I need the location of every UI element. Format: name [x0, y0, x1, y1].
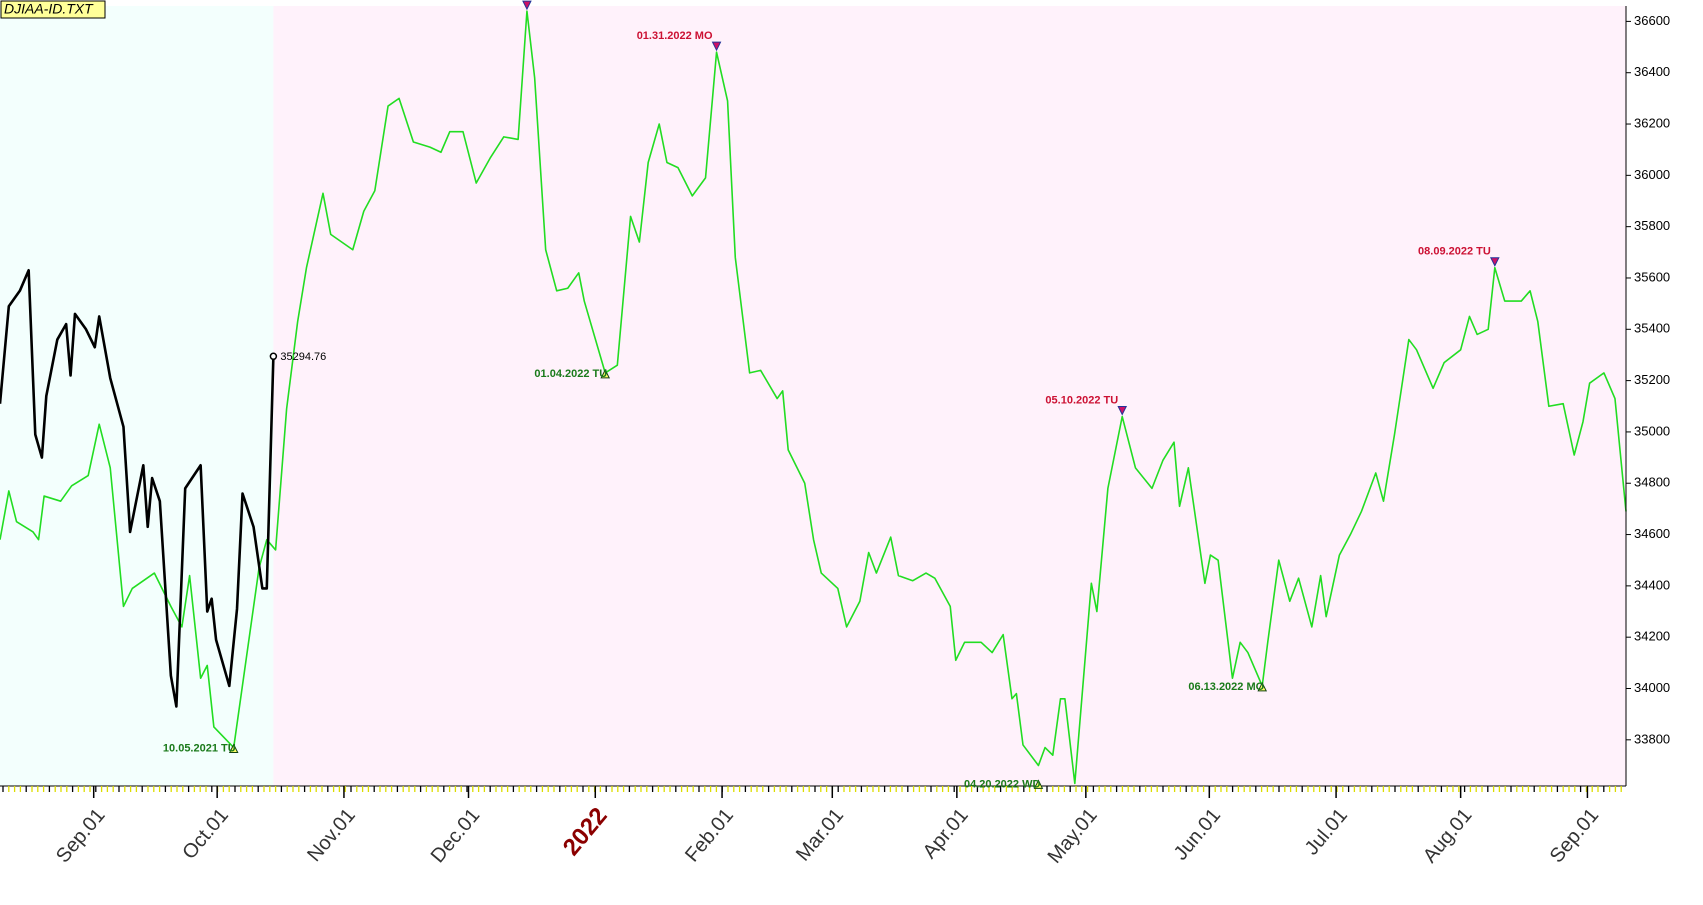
low-label: 10.05.2021 TU [163, 742, 236, 754]
background-forecast [273, 6, 1627, 786]
chart-title: DJIAA-ID.TXT [4, 1, 94, 17]
low-marker [1033, 779, 1044, 789]
y-tick-label: 33800 [1634, 731, 1670, 746]
y-tick-label: 34400 [1634, 577, 1670, 592]
end-point [269, 352, 278, 361]
title-box [0, 0, 106, 19]
high-marker [711, 41, 722, 52]
y-tick-label: 34600 [1634, 526, 1670, 541]
x-tick-label: Jun.01 [1170, 804, 1225, 864]
y-tick-label: 35200 [1634, 372, 1670, 387]
y-tick-label: 35800 [1634, 218, 1670, 233]
end-label: 35294.76 [280, 351, 326, 363]
y-tick-label: 34000 [1634, 680, 1670, 695]
y-tick-label: 35000 [1634, 423, 1670, 438]
y-tick-label: 35400 [1634, 321, 1670, 336]
x-tick-label: Sep.01 [1546, 804, 1604, 867]
background-history [0, 6, 274, 786]
x-tick-label: 2022 [558, 803, 613, 861]
high-marker [522, 0, 532, 11]
x-tick-label: Dec.01 [427, 804, 485, 867]
x-tick-label: Apr.01 [919, 804, 973, 862]
high-marker [1117, 406, 1128, 416]
y-tick-label: 35600 [1634, 269, 1670, 284]
line [0, 268, 275, 708]
x-tick-label: Sep.01 [52, 804, 110, 867]
x-tick-label: Feb.01 [681, 804, 738, 866]
low-marker [600, 368, 611, 379]
x-tick-label: Aug.01 [1419, 804, 1477, 867]
plot [0, 10, 1627, 785]
y-tick-label: 36400 [1634, 64, 1670, 79]
x-tick-label: Oct.01 [178, 804, 233, 863]
low-marker [228, 743, 239, 754]
high-label: 05.10.2022 TU [1045, 394, 1118, 406]
x-tick-label: May.01 [1044, 804, 1102, 867]
low-label: 01.04.2022 TU [534, 368, 607, 380]
high-label: 01.31.2022 MO [637, 30, 713, 42]
y-tick-label: 36000 [1634, 167, 1670, 182]
line [0, 10, 1627, 785]
x-tick-label: Nov.01 [303, 804, 360, 866]
y-tick-label: 36200 [1634, 115, 1670, 130]
y-tick-label: 34200 [1634, 629, 1670, 644]
y-tick-label: 34800 [1634, 475, 1670, 490]
high-label: 08.09.2022 TU [1418, 246, 1491, 258]
low-marker [1257, 681, 1268, 692]
low-label: 04.20.2022 WD [964, 778, 1040, 790]
x-tick-label: Mar.01 [792, 804, 848, 865]
high-marker [1490, 257, 1500, 267]
high-label: 12.16.2021 TH [450, 0, 523, 1]
y-tick-label: 36600 [1634, 13, 1670, 28]
low-label: 06.13.2022 MO [1188, 681, 1264, 693]
x-tick-label: Jul.01 [1301, 804, 1352, 859]
